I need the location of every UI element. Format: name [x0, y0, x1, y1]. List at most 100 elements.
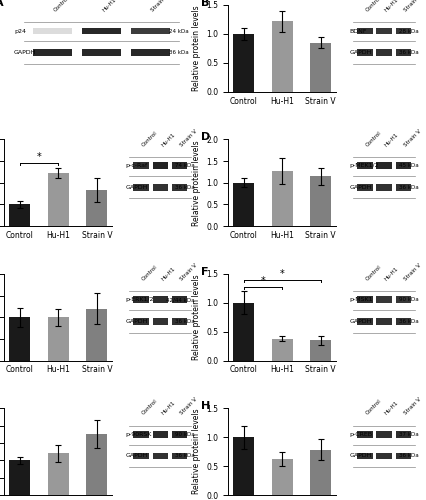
Bar — [130, 28, 169, 34]
Bar — [395, 431, 410, 438]
Bar — [356, 296, 371, 304]
Bar — [152, 318, 167, 325]
Text: Strain V: Strain V — [403, 0, 421, 13]
Bar — [233, 183, 253, 226]
Bar — [86, 308, 107, 360]
Text: GAPDH: GAPDH — [348, 319, 371, 324]
Text: A: A — [0, 0, 3, 8]
Text: Strain V: Strain V — [403, 262, 421, 281]
Text: Strain V: Strain V — [403, 128, 421, 148]
Text: 36 kDa: 36 kDa — [175, 319, 195, 324]
Bar — [133, 184, 148, 190]
Text: 36 kDa: 36 kDa — [398, 50, 418, 55]
Text: p-MEK1/2: p-MEK1/2 — [348, 163, 378, 168]
Bar — [375, 162, 391, 169]
Bar — [172, 184, 187, 190]
Text: Hu-H1: Hu-H1 — [383, 266, 399, 281]
Bar — [130, 49, 169, 56]
Bar — [271, 459, 292, 495]
Text: *: * — [279, 269, 284, 279]
Text: Hu-H1: Hu-H1 — [383, 132, 399, 148]
Text: Control: Control — [364, 0, 381, 13]
Bar — [356, 162, 371, 169]
Bar — [133, 431, 148, 438]
Text: GAPDH: GAPDH — [125, 184, 147, 190]
Bar — [152, 452, 167, 460]
Bar — [271, 21, 292, 92]
Text: GAPDH: GAPDH — [348, 454, 371, 458]
Y-axis label: Relative protein levels: Relative protein levels — [191, 140, 200, 226]
Bar — [48, 454, 69, 495]
Text: GAPDH: GAPDH — [125, 319, 147, 324]
Bar — [172, 296, 187, 304]
Bar — [395, 49, 410, 56]
Text: p-CREB: p-CREB — [348, 432, 371, 437]
Bar — [375, 318, 391, 325]
Bar — [82, 28, 121, 34]
Bar — [233, 437, 253, 495]
Bar — [356, 318, 371, 325]
Text: Hu-H1: Hu-H1 — [383, 0, 399, 13]
Bar — [48, 317, 69, 360]
Bar — [356, 452, 371, 460]
Bar — [309, 42, 331, 92]
Bar — [86, 190, 107, 226]
Text: 36 kDa: 36 kDa — [398, 319, 418, 324]
Text: 45 kDa: 45 kDa — [398, 163, 418, 168]
Bar — [152, 296, 167, 304]
Text: H: H — [201, 402, 210, 411]
Text: GAPDH: GAPDH — [125, 454, 147, 458]
Text: Control: Control — [364, 130, 381, 148]
Text: 28 kDa: 28 kDa — [398, 28, 418, 34]
Text: 90 kDa: 90 kDa — [175, 432, 195, 437]
Text: p-90RSK: p-90RSK — [125, 432, 152, 437]
Bar — [375, 184, 391, 190]
Text: Hu-H1: Hu-H1 — [160, 400, 176, 416]
Bar — [82, 49, 121, 56]
Text: 36 kDa: 36 kDa — [169, 50, 189, 55]
Text: Control: Control — [141, 398, 158, 416]
Text: p-ERK1/2: p-ERK1/2 — [125, 298, 154, 302]
Text: Control: Control — [53, 0, 70, 13]
Bar — [375, 28, 391, 34]
Bar — [48, 173, 69, 226]
Y-axis label: Relative protein levels: Relative protein levels — [191, 274, 200, 360]
Bar — [152, 184, 167, 190]
Bar — [375, 296, 391, 304]
Text: 36 kDa: 36 kDa — [175, 454, 195, 458]
Bar — [356, 184, 371, 190]
Text: 37 kDa: 37 kDa — [398, 432, 418, 437]
Bar — [9, 317, 30, 360]
Bar — [375, 452, 391, 460]
Bar — [356, 431, 371, 438]
Text: p24: p24 — [14, 28, 26, 34]
Text: GAPDH: GAPDH — [348, 184, 371, 190]
Text: GAPDH: GAPDH — [348, 50, 371, 55]
Bar — [172, 431, 187, 438]
Text: Strain V: Strain V — [403, 397, 421, 416]
Text: GAPDH: GAPDH — [14, 50, 36, 55]
Bar — [395, 162, 410, 169]
Text: Strain V: Strain V — [179, 128, 198, 148]
Text: Hu-H1: Hu-H1 — [160, 132, 176, 148]
Text: Control: Control — [141, 264, 158, 281]
Bar — [233, 34, 253, 92]
Bar — [233, 303, 253, 360]
Bar — [9, 460, 30, 495]
Y-axis label: Relative protein levels: Relative protein levels — [191, 6, 200, 91]
Text: Strain V: Strain V — [150, 0, 169, 13]
Bar — [152, 162, 167, 169]
Text: p-MSK1: p-MSK1 — [348, 298, 372, 302]
Bar — [395, 184, 410, 190]
Bar — [375, 49, 391, 56]
Text: F: F — [201, 267, 208, 277]
Bar — [395, 452, 410, 460]
Bar — [152, 431, 167, 438]
Bar — [9, 204, 30, 226]
Bar — [309, 340, 331, 360]
Bar — [309, 450, 331, 495]
Text: Hu-H1: Hu-H1 — [101, 0, 117, 13]
Bar — [172, 452, 187, 460]
Bar — [271, 338, 292, 360]
Text: 36 kDa: 36 kDa — [398, 184, 418, 190]
